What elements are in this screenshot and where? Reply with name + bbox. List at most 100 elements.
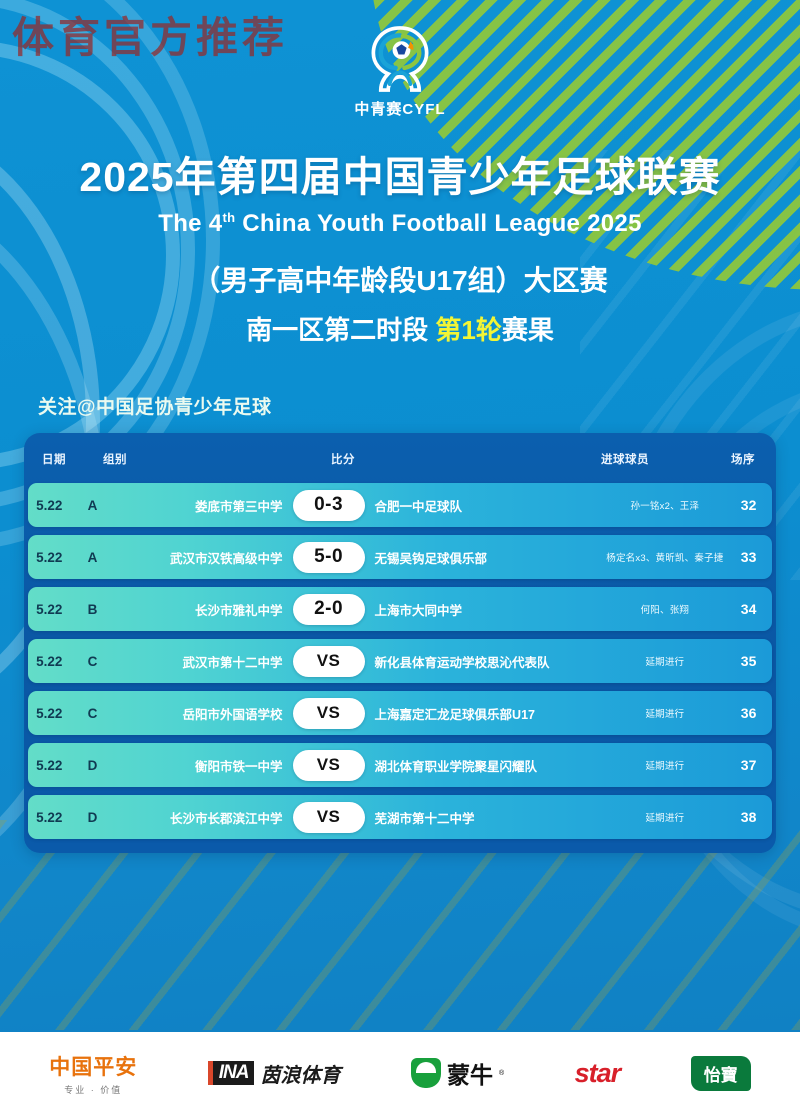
cell-order: 36 — [740, 705, 757, 721]
logo-block: 中青赛CYFL — [0, 22, 800, 119]
cell-away-team: 合肥一中足球队 — [374, 499, 463, 514]
cell-away-team: 上海市大同中学 — [374, 603, 463, 618]
results-panel: 日期 组别 比分 进球球员 场序 5.22 A 娄底市第三中学 0-3 合肥一中足球队 孙… — [24, 433, 776, 853]
cell-order: 37 — [740, 757, 757, 773]
column-header-date: 日期 — [42, 454, 66, 466]
cell-matchup: 长沙市雅礼中学 2-0 上海市大同中学 — [115, 593, 605, 625]
cell-matchup: 长沙市长郡滨江中学 VS 芜湖市第十二中学 — [115, 801, 605, 833]
sponsor-pingan-slogan: 专业 · 价值 — [64, 1084, 123, 1095]
watermark-text: 体育官方推荐 — [12, 14, 289, 61]
cell-matchup: 衡阳市铁一中学 VS 湖北体育职业学院聚星闪耀队 — [115, 749, 605, 781]
stripes-bottom — [0, 820, 800, 1030]
subtitle-category: （男子高中年龄段U17组）大区赛 — [192, 265, 608, 296]
registered-mark-icon: ® — [498, 1069, 505, 1077]
cell-matchup: 武汉市第十二中学 VS 新化县体育运动学校思沁代表队 — [115, 645, 605, 677]
logo-text: 中青赛CYFL — [354, 101, 446, 118]
page-title-en: The 4th China Youth Football League 2025 — [0, 210, 800, 238]
sponsor-star: star — [574, 1057, 622, 1089]
cell-away-team: 湖北体育职业学院聚星闪耀队 — [374, 759, 538, 774]
cell-date: 5.22 — [36, 497, 63, 513]
table-row[interactable]: 5.22 A 武汉市汉铁高级中学 5-0 无锡吴钩足球俱乐部 杨定名x3、黄昕凯、秦子捷 3… — [28, 535, 772, 579]
cell-home-team: 长沙市雅礼中学 — [195, 603, 283, 618]
cell-scorers: 杨定名x3、黄昕凯、秦子捷 — [606, 553, 724, 564]
cell-date: 5.22 — [36, 705, 63, 721]
cell-home-team: 岳阳市外国语学校 — [182, 707, 283, 722]
cell-order: 32 — [740, 497, 757, 513]
mengniu-badge-icon — [410, 1058, 441, 1088]
sponsor-yibao-name: 怡寶 — [690, 1055, 751, 1091]
cell-group: C — [87, 705, 98, 721]
cell-score-pill: VS — [292, 749, 365, 781]
cell-home-team: 娄底市第三中学 — [195, 499, 283, 514]
sponsor-ina-mark: INA — [207, 1061, 255, 1085]
title-en-ordinal: th — [222, 210, 236, 225]
table-body: 5.22 A 娄底市第三中学 0-3 合肥一中足球队 孙一铭x2、王泽 32 5.22 A 武汉市… — [24, 483, 776, 839]
cell-away-team: 芜湖市第十二中学 — [374, 811, 475, 826]
cell-score-pill: VS — [292, 697, 365, 729]
table-row[interactable]: 5.22 D 衡阳市铁一中学 VS 湖北体育职业学院聚星闪耀队 延期进行 37 — [28, 743, 772, 787]
table-row[interactable]: 5.22 C 武汉市第十二中学 VS 新化县体育运动学校思沁代表队 延期进行 35 — [28, 639, 772, 683]
cell-matchup: 岳阳市外国语学校 VS 上海嘉定汇龙足球俱乐部U17 — [115, 697, 605, 729]
cell-group: D — [87, 809, 98, 825]
cell-order: 33 — [740, 549, 757, 565]
subtitle-round-post: 赛果 — [501, 315, 554, 345]
cell-scorers: 孙一铭x2、王泽 — [630, 501, 700, 512]
sponsor-mengniu-name: 蒙牛 — [446, 1062, 493, 1088]
table-row[interactable]: 5.22 D 长沙市长郡滨江中学 VS 芜湖市第十二中学 延期进行 38 — [28, 795, 772, 839]
cell-score-pill: 0-3 — [292, 489, 365, 521]
subtitle-round: 南一区第二时段 第1轮赛果 — [0, 310, 800, 347]
cell-group: A — [87, 497, 98, 513]
column-header-order: 场序 — [731, 454, 755, 466]
column-header-score: 比分 — [331, 454, 355, 466]
table-row[interactable]: 5.22 A 娄底市第三中学 0-3 合肥一中足球队 孙一铭x2、王泽 32 — [28, 483, 772, 527]
cyfl-logo-icon — [371, 26, 429, 92]
sponsor-star-name: star — [574, 1057, 622, 1088]
cell-order: 34 — [740, 601, 757, 617]
cell-group: B — [87, 601, 98, 617]
cell-scorers: 何阳、张翔 — [640, 605, 690, 616]
cell-scorers: 延期进行 — [645, 761, 685, 772]
cell-home-team: 长沙市长郡滨江中学 — [170, 811, 283, 826]
cell-group: A — [87, 549, 98, 565]
subtitle-round-highlight: 第1轮 — [435, 315, 502, 345]
cell-score-pill: VS — [292, 801, 365, 833]
cell-date: 5.22 — [36, 549, 63, 565]
cell-away-team: 新化县体育运动学校思沁代表队 — [374, 655, 550, 670]
cell-score-pill: VS — [292, 645, 365, 677]
cell-scorers: 延期进行 — [645, 709, 685, 720]
cell-score-pill: 5-0 — [292, 541, 365, 573]
cell-scorers: 延期进行 — [645, 657, 685, 668]
table-row[interactable]: 5.22 B 长沙市雅礼中学 2-0 上海市大同中学 何阳、张翔 34 — [28, 587, 772, 631]
cell-date: 5.22 — [36, 601, 63, 617]
sponsor-ina-name: 茵浪体育 — [260, 1064, 341, 1087]
cell-date: 5.22 — [36, 653, 63, 669]
sponsor-ina: INA 茵浪体育 — [207, 1059, 341, 1088]
sponsor-mengniu: 蒙牛 ® — [410, 1056, 505, 1090]
cell-matchup: 武汉市汉铁高级中学 5-0 无锡吴钩足球俱乐部 — [115, 541, 605, 573]
cell-group: D — [87, 757, 98, 773]
cell-group: C — [87, 653, 98, 669]
cell-home-team: 武汉市第十二中学 — [182, 655, 283, 670]
cell-matchup: 娄底市第三中学 0-3 合肥一中足球队 — [115, 489, 605, 521]
cell-order: 35 — [740, 653, 757, 669]
cell-away-team: 上海嘉定汇龙足球俱乐部U17 — [374, 707, 535, 722]
cell-score-pill: 2-0 — [292, 593, 365, 625]
title-en-pre: The 4 — [158, 210, 223, 237]
cell-date: 5.22 — [36, 809, 63, 825]
subtitle-round-pre: 南一区第二时段 — [246, 315, 436, 345]
title-en-post: China Youth Football League 2025 — [235, 210, 642, 237]
follow-handle-text: 关注@中国足协青少年足球 — [38, 397, 272, 418]
sponsor-footer: 中国平安 专业 · 价值 INA 茵浪体育 蒙牛 ® star 怡寶 — [0, 1032, 800, 1114]
cell-order: 38 — [740, 809, 757, 825]
table-row[interactable]: 5.22 C 岳阳市外国语学校 VS 上海嘉定汇龙足球俱乐部U17 延期进行 36 — [28, 691, 772, 735]
cell-away-team: 无锡吴钩足球俱乐部 — [374, 551, 488, 566]
cell-home-team: 衡阳市铁一中学 — [195, 759, 283, 774]
cell-home-team: 武汉市汉铁高级中学 — [170, 551, 283, 566]
cell-date: 5.22 — [36, 757, 63, 773]
column-header-group: 组别 — [103, 454, 127, 466]
poster-header: 中青赛CYFL 2025年第四届中国青少年足球联赛 The 4th China … — [0, 0, 800, 347]
page-title-cn: 2025年第四届中国青少年足球联赛 — [79, 154, 721, 200]
sponsor-pingan: 中国平安 专业 · 价值 — [49, 1051, 137, 1096]
sponsor-yibao: 怡寶 — [690, 1055, 751, 1091]
table-header-row: 日期 组别 比分 进球球员 场序 — [24, 443, 776, 475]
